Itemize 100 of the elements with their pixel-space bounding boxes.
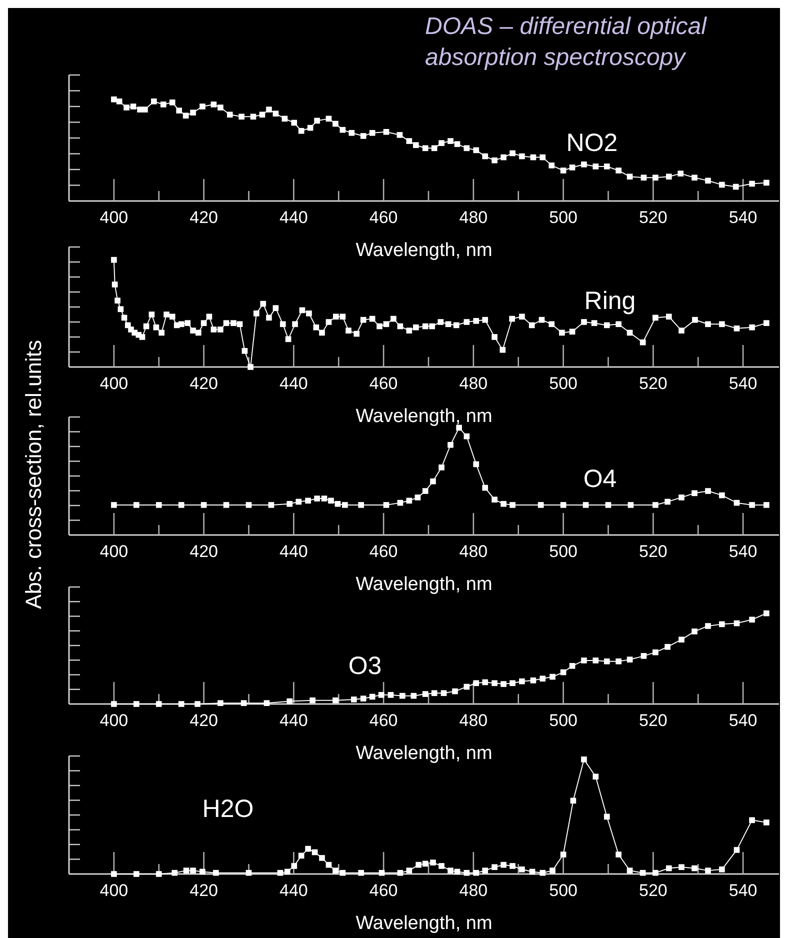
point: [482, 679, 488, 686]
point: [705, 868, 711, 874]
point: [749, 502, 755, 508]
x-axis-title: Wavelength, nm: [356, 240, 492, 261]
point: [550, 674, 556, 680]
point: [291, 863, 298, 869]
x-tick-label: 520: [638, 374, 668, 393]
x-tick-label: 480: [459, 881, 488, 900]
x-tick-label: 400: [100, 374, 128, 393]
point: [678, 864, 684, 870]
point: [719, 866, 725, 872]
chart-title: DOAS – differential optical absorption spectroscopy: [425, 13, 708, 71]
point: [350, 696, 357, 702]
point: [734, 847, 740, 853]
point: [218, 700, 224, 706]
point: [440, 690, 447, 696]
x-tick-label: 540: [728, 208, 758, 227]
point: [605, 502, 612, 508]
x-tick-label: 460: [369, 542, 398, 561]
x-tick-label: 480: [459, 711, 488, 730]
x-tick-label: 480: [459, 374, 488, 393]
x-tick-label: 420: [190, 881, 218, 900]
point: [604, 814, 610, 820]
point: [286, 698, 293, 704]
x-tick-label: 500: [549, 208, 578, 227]
x-tick-label: 540: [728, 881, 758, 900]
point: [111, 502, 117, 508]
point: [200, 502, 207, 508]
point: [592, 774, 599, 780]
point: [540, 870, 546, 876]
x-tick-label: 540: [728, 711, 758, 730]
x-tick-label: 460: [369, 374, 398, 393]
point: [133, 701, 140, 707]
point: [764, 610, 770, 616]
point: [464, 870, 470, 876]
point: [664, 644, 670, 650]
x-tick-label: 500: [549, 374, 578, 393]
point: [492, 680, 498, 686]
point: [340, 870, 346, 876]
point: [360, 696, 366, 702]
point: [582, 502, 589, 508]
point: [284, 868, 290, 875]
point: [246, 870, 252, 876]
x-tick-label: 420: [190, 542, 218, 561]
point: [358, 502, 364, 508]
point: [277, 870, 284, 876]
point: [133, 871, 140, 877]
point: [692, 490, 698, 496]
point: [397, 870, 404, 876]
point: [500, 862, 506, 868]
x-tick-label: 440: [279, 881, 308, 900]
point: [550, 868, 556, 874]
series-label: O4: [583, 465, 617, 493]
point: [223, 502, 230, 508]
point: [414, 494, 421, 500]
x-tick-label: 460: [369, 208, 398, 227]
point: [482, 868, 488, 874]
point: [286, 500, 293, 507]
x-tick-label: 520: [638, 208, 668, 227]
point: [438, 464, 444, 470]
point: [749, 616, 755, 623]
point: [560, 852, 566, 858]
point: [422, 488, 428, 494]
point: [305, 846, 311, 852]
x-tick-label: 500: [549, 542, 578, 561]
point: [296, 498, 302, 505]
point: [383, 502, 390, 508]
point: [438, 863, 444, 869]
point: [172, 870, 178, 876]
point: [492, 496, 498, 503]
point: [321, 496, 328, 502]
point: [448, 868, 454, 874]
x-axis-title: Wavelength, nm: [356, 913, 492, 934]
point: [510, 863, 516, 869]
point: [510, 680, 516, 686]
point: [310, 697, 316, 704]
x-tick-label: 440: [279, 542, 308, 561]
point: [178, 701, 184, 707]
point: [705, 623, 711, 629]
point: [666, 865, 672, 872]
x-tick-label: 440: [279, 374, 308, 393]
point: [200, 868, 206, 875]
point: [378, 870, 385, 876]
point: [326, 862, 332, 868]
point: [764, 820, 770, 826]
x-tick-label: 480: [459, 208, 488, 227]
point: [604, 658, 610, 664]
point: [652, 649, 658, 656]
x-axis-title: Wavelength, nm: [356, 574, 492, 595]
point: [749, 817, 755, 824]
point: [314, 496, 320, 502]
x-tick-label: 520: [638, 542, 668, 561]
point: [430, 860, 436, 866]
point: [264, 700, 270, 706]
point: [332, 697, 338, 704]
point: [431, 690, 438, 696]
point: [400, 692, 406, 699]
point: [678, 636, 684, 643]
x-tick-label: 520: [638, 881, 668, 900]
point: [626, 656, 633, 662]
